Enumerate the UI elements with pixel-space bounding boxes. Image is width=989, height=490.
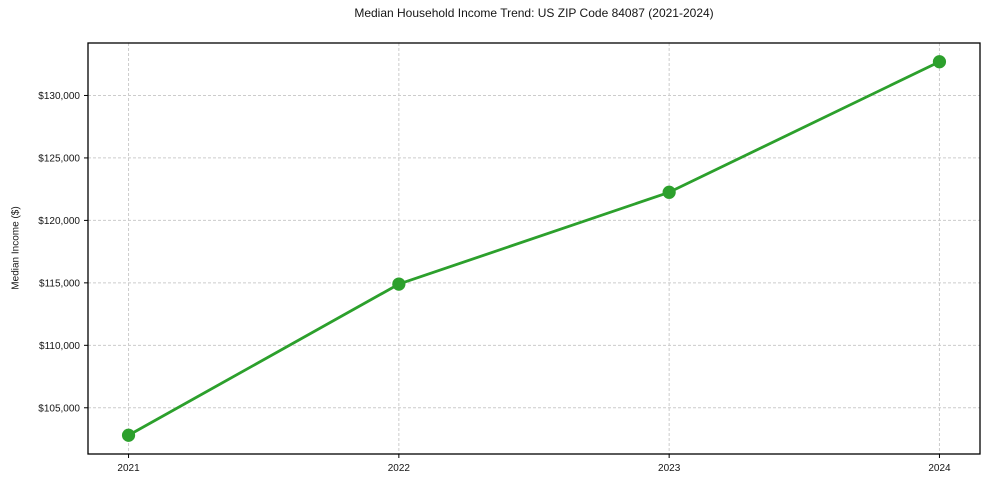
y-tick-label: $115,000 [39,278,80,289]
y-tick-label: $110,000 [39,341,80,352]
plot-border [87,42,981,455]
x-tick-label: 2021 [117,463,140,474]
data-point-2021 [121,428,136,442]
data-point-2024 [932,55,947,69]
x-tick-label: 2024 [928,463,951,474]
y-tick-label: $125,000 [38,153,80,164]
x-tick-label: 2023 [658,463,681,474]
y-tick-label: $105,000 [38,403,80,414]
x-tick-label: 2022 [388,463,411,474]
y-tick-label: $120,000 [38,216,80,227]
data-point-2023 [662,185,676,199]
line-series [127,60,941,437]
chart-title: Median Household Income Trend: US ZIP Co… [354,6,714,20]
y-tick-label: $130,000 [38,91,80,102]
data-point-2022 [392,277,406,291]
